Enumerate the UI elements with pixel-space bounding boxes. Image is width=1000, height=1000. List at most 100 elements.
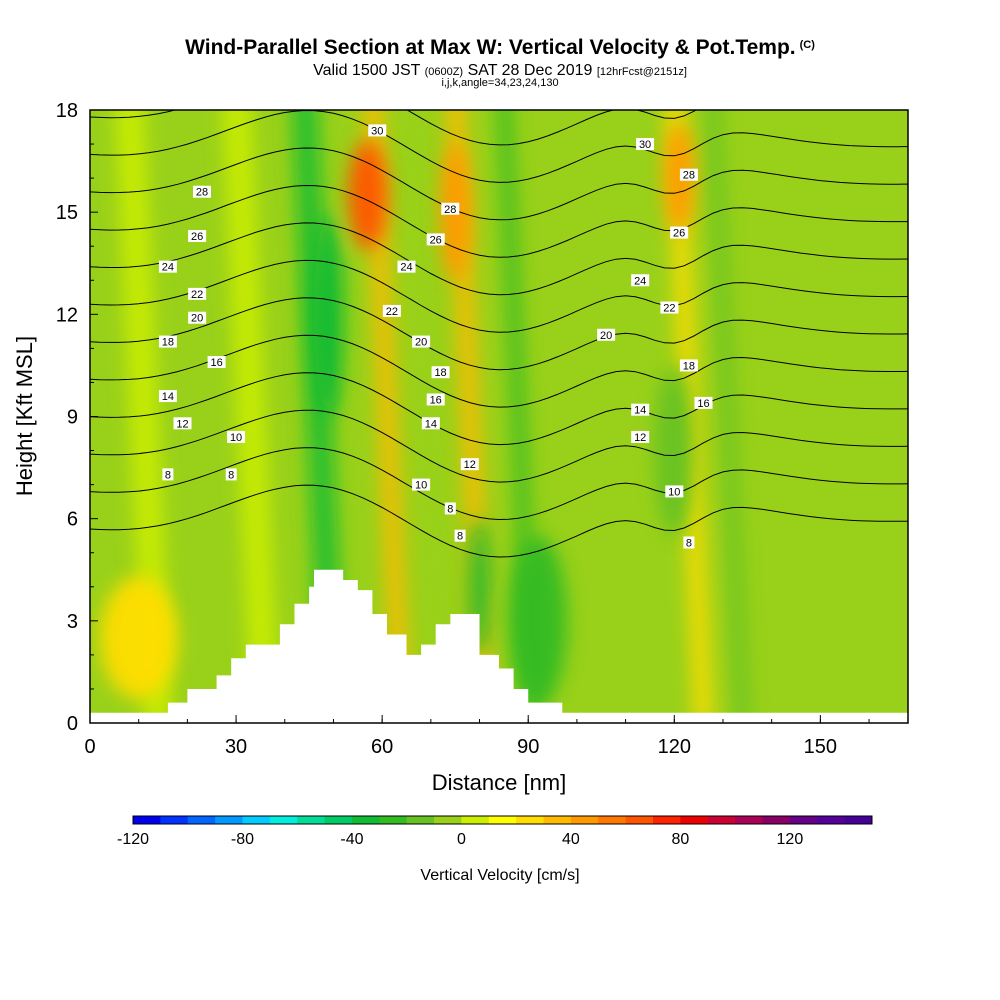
contour-label-text: 28 — [683, 170, 695, 182]
x-tick-label: 30 — [225, 736, 247, 758]
colorbar: -120 -80 -40 0 40 80 120 — [117, 815, 873, 848]
contour-label-bg — [694, 396, 713, 409]
contour-label-bg — [412, 478, 431, 491]
contour-label: 14 — [631, 403, 650, 417]
x-tick-label: 120 — [658, 736, 691, 758]
contour-label-bg — [162, 468, 174, 481]
contour-label-text: 28 — [444, 204, 456, 216]
colorbar-title: Vertical Velocity [cm/s] — [420, 867, 579, 884]
streak-band — [363, 110, 412, 723]
colorbar-swatch — [324, 816, 353, 824]
contour-label-bg — [192, 185, 211, 198]
colorbar-swatch — [434, 816, 462, 824]
contour-label-bg — [679, 168, 698, 181]
y-tick-label: 0 — [67, 713, 78, 735]
y-tick-label: 12 — [56, 304, 78, 326]
colorbar-swatch — [598, 816, 627, 824]
contour-label: 10 — [412, 478, 431, 492]
velocity-cell — [664, 123, 694, 233]
contour-label-text: 12 — [176, 418, 188, 430]
valid-date: SAT 28 Dec 2019 — [467, 62, 593, 79]
theta-contour — [90, 184, 908, 258]
contour-label-bg — [454, 529, 466, 542]
contour-label: 22 — [382, 304, 401, 318]
contour-label: 28 — [441, 202, 460, 216]
velocity-cell — [99, 576, 178, 700]
colorbar-swatch — [269, 816, 298, 824]
contour-label-bg — [382, 304, 401, 317]
contour-label: 10 — [227, 430, 246, 444]
colorbar-swatch — [735, 816, 764, 824]
chart-title: Wind-Parallel Section at Max W: Vertical… — [0, 36, 1000, 60]
contour-label: 12 — [631, 430, 650, 444]
x-tick-label: 60 — [371, 736, 393, 758]
contour-label-text: 28 — [196, 187, 208, 199]
contour-label-text: 14 — [425, 418, 437, 430]
contour-label-text: 10 — [415, 480, 427, 492]
contour-label-bg — [431, 366, 450, 379]
contour-label-text: 8 — [228, 469, 234, 481]
contour-label-bg — [636, 138, 655, 151]
contour-label-text: 24 — [400, 262, 412, 274]
theta-contour — [90, 222, 908, 296]
contour-label-text: 18 — [683, 360, 695, 372]
contour-label-bg — [188, 311, 207, 324]
colorbar-swatch — [351, 816, 380, 824]
theta-contour — [90, 147, 908, 221]
colorbar-swatch — [817, 816, 846, 824]
colorbar-swatch — [406, 816, 435, 824]
valid-forecast: [12hrFcst@2151z] — [596, 66, 687, 78]
contour-label-text: 10 — [230, 432, 242, 444]
contour-label: 12 — [173, 417, 192, 430]
contour-label: 14 — [421, 417, 440, 430]
contour-label: 24 — [397, 260, 416, 274]
contour-label-text: 16 — [210, 357, 222, 369]
contour-label: 8 — [444, 502, 456, 515]
contour-label-bg — [227, 430, 246, 443]
contour-label-text: 14 — [634, 405, 646, 417]
theta-contour — [90, 409, 908, 483]
streak-band — [222, 110, 280, 723]
valid-prefix: Valid 1500 JST — [313, 62, 421, 79]
theta-contour — [90, 297, 908, 371]
contour-label: 8 — [162, 468, 174, 481]
x-tick-label: 150 — [804, 736, 837, 758]
contour-label-bg — [173, 417, 192, 430]
contour-label-bg — [679, 359, 698, 372]
colorbar-swatch — [653, 816, 681, 824]
cell-group — [99, 123, 694, 706]
colorbar-swatch — [242, 816, 271, 824]
velocity-cell — [313, 212, 344, 417]
contour-label-text: 24 — [634, 275, 646, 287]
velocity-cell — [508, 535, 568, 706]
chart-title-badge: (C) — [799, 39, 815, 51]
velocity-field-background — [90, 110, 908, 723]
contour-label-text: 24 — [162, 262, 174, 274]
contour-label-bg — [670, 226, 689, 239]
colorbar-swatch — [187, 816, 216, 824]
colorbar-swatch — [215, 816, 243, 824]
contour-label-text: 22 — [191, 289, 203, 301]
colorbar-frame — [132, 815, 873, 825]
contour-label-bg — [631, 403, 650, 416]
contour-label-text: 8 — [457, 531, 463, 543]
contour-label-bg — [397, 260, 416, 273]
contour-label-bg — [460, 458, 479, 471]
colorbar-swatch — [297, 816, 326, 824]
contour-label-bg — [188, 230, 207, 243]
colorbar-tick-label: 120 — [777, 831, 804, 848]
theta-contours — [90, 110, 908, 558]
contour-label-text: 12 — [464, 459, 476, 471]
contour-label: 16 — [207, 356, 226, 369]
x-tick-label: 90 — [517, 736, 539, 758]
contour-label: 8 — [683, 536, 695, 550]
y-tick-label: 3 — [67, 611, 78, 633]
colorbar-swatch — [379, 816, 408, 824]
contour-label-text: 14 — [162, 391, 174, 403]
contour-label: 8 — [225, 468, 237, 481]
contour-label-text: 20 — [600, 330, 612, 342]
contour-label: 26 — [188, 230, 207, 243]
contour-label-text: 20 — [415, 337, 427, 349]
streak-band — [706, 110, 750, 723]
